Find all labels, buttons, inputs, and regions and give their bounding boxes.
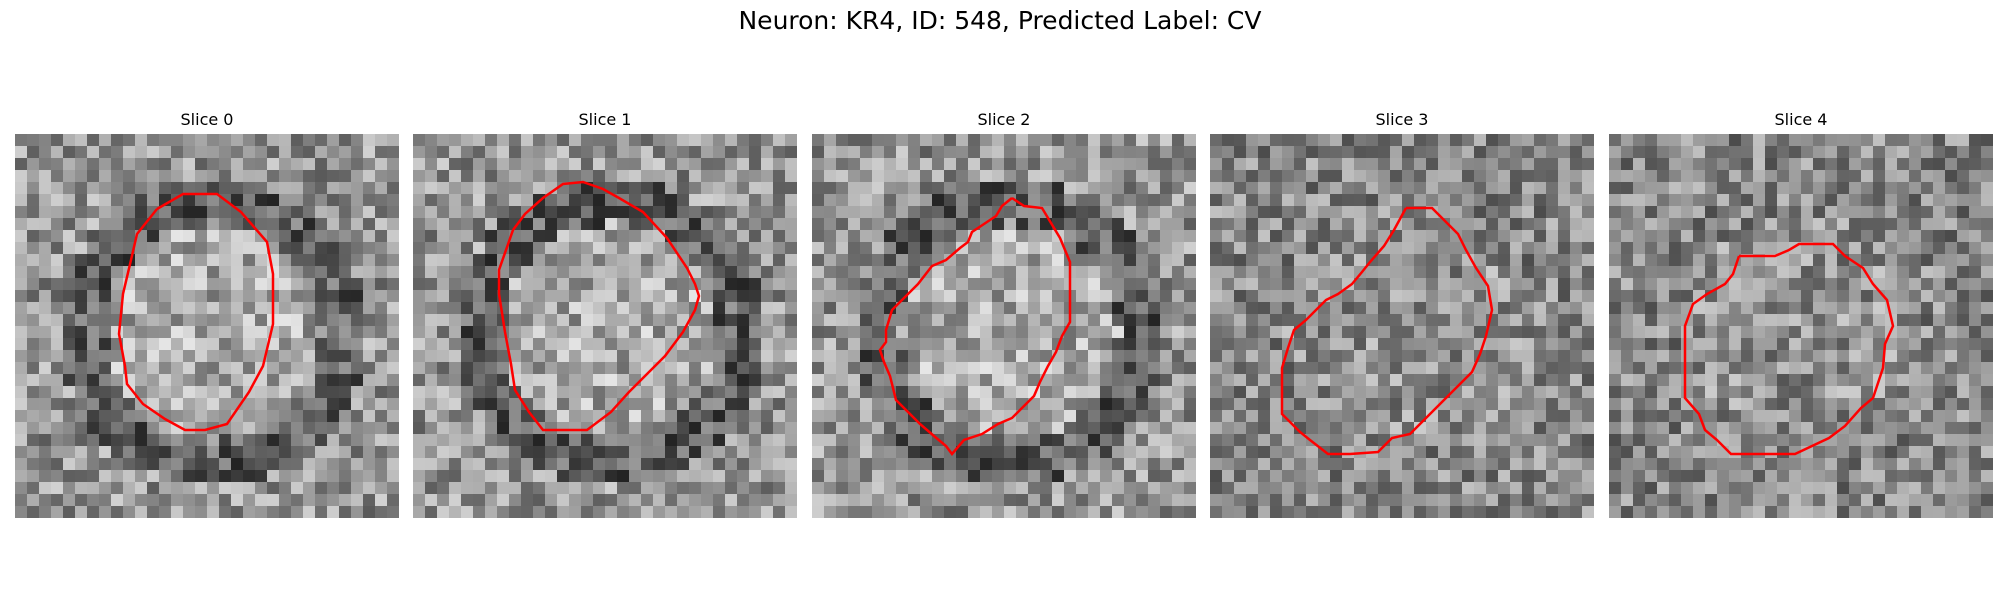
slice-3-svg [1210,134,1594,518]
slice-title-0: Slice 0 [180,110,234,129]
slice-panel-3: Slice 3 [1210,108,1594,520]
pixel-grid-3 [1210,134,1594,518]
pixel-grid-1 [413,134,797,518]
slice-4-svg [1609,134,1993,518]
slice-title-2: Slice 2 [977,110,1031,129]
slice-image-0 [15,134,399,518]
pixel-grid-2 [812,134,1196,518]
slice-panel-2: Slice 2 [812,108,1196,520]
slice-image-2 [812,134,1196,518]
slice-1-svg [413,134,797,518]
roi-contour-1 [497,180,701,432]
slice-image-1 [413,134,797,518]
roi-contour-0 [117,192,275,432]
slice-title-4: Slice 4 [1774,110,1828,129]
slice-image-4 [1609,134,1993,518]
figure-title: Neuron: KR4, ID: 548, Predicted Label: C… [738,6,1262,35]
roi-contour-4 [1683,242,1895,456]
slice-panel-1: Slice 1 [413,108,797,520]
pixel-grid-4 [1609,134,1993,518]
slice-0-svg [15,134,399,518]
roi-contour-2 [878,196,1072,456]
slice-image-3 [1210,134,1594,518]
pixel-grid-0 [15,134,399,518]
roi-contour-3 [1280,206,1494,456]
slice-title-1: Slice 1 [578,110,632,129]
slice-panel-0: Slice 0 [15,108,399,520]
slice-panel-4: Slice 4 [1609,108,1993,520]
slice-title-3: Slice 3 [1375,110,1429,129]
slice-2-svg [812,134,1196,518]
